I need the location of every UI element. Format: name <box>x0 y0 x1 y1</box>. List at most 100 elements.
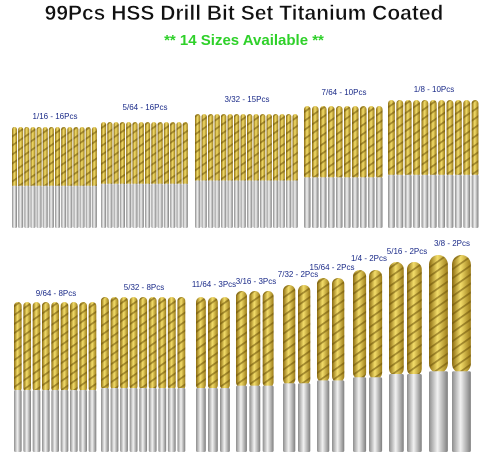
bit-flute-twist <box>214 114 220 183</box>
bit-flute-twist <box>396 100 404 177</box>
bit-flute-twist <box>208 297 218 390</box>
bit-shank <box>163 183 170 228</box>
bit-shank <box>148 388 157 452</box>
bit-flute-twist <box>148 297 157 390</box>
bit-flute-twist <box>320 106 327 180</box>
bit-shank <box>240 180 246 228</box>
bit-flute-twist <box>360 106 367 180</box>
bit-shank <box>42 390 50 452</box>
bit-shank <box>332 380 345 452</box>
bit-shank <box>388 174 395 228</box>
bit-shank <box>279 180 285 228</box>
bit-flute-twist <box>221 114 227 183</box>
bit-shank <box>132 183 138 228</box>
bit-shank <box>262 385 274 452</box>
bit-shank <box>60 390 69 452</box>
bit-flute-twist <box>61 127 67 188</box>
bit-flute-twist <box>196 297 206 390</box>
bit-shank <box>196 388 206 452</box>
bit-shank <box>79 185 85 228</box>
bit-flute-twist <box>336 106 343 180</box>
bit-shank <box>32 390 41 452</box>
bit-flute-twist <box>101 122 107 186</box>
bit-flute-twist <box>138 122 144 186</box>
size-label: 3/32 - 15Pcs <box>225 95 270 104</box>
bit-flute-twist <box>132 122 138 186</box>
bit-shank <box>221 180 227 228</box>
bit-shank <box>119 183 126 228</box>
bit-flute-twist <box>376 106 383 180</box>
size-label: 5/32 - 8Pcs <box>124 283 164 292</box>
bit-flute-twist <box>298 285 311 386</box>
bit-shank <box>139 388 148 452</box>
bit-flute-twist <box>352 106 359 180</box>
bit-shank <box>195 180 201 228</box>
bit-flute-twist <box>32 302 41 392</box>
bit-shank <box>42 185 48 228</box>
bit-flute-twist <box>407 262 422 376</box>
bit-flute-twist <box>42 302 50 392</box>
bit-flute-twist <box>126 122 132 186</box>
bit-flute-twist <box>129 297 138 390</box>
drill-bit-group <box>389 262 422 452</box>
bit-shank <box>145 183 151 228</box>
bit-flute-twist <box>177 297 186 390</box>
bit-shank <box>368 177 375 228</box>
bit-flute-twist <box>454 100 462 177</box>
bit-flute-twist <box>176 122 182 186</box>
bit-flute-twist <box>182 122 188 186</box>
bit-flute-twist <box>262 291 274 388</box>
bit-flute-twist <box>163 122 170 186</box>
bit-shank <box>452 371 471 452</box>
bit-shank <box>101 388 109 452</box>
bit-flute-twist <box>24 127 30 188</box>
bit-shank <box>389 374 404 452</box>
bit-shank <box>182 183 188 228</box>
bit-flute-twist <box>48 127 54 188</box>
bit-flute-twist <box>23 302 31 392</box>
bit-shank <box>283 383 296 452</box>
bit-flute-twist <box>12 127 18 188</box>
bit-shank <box>91 185 97 228</box>
bit-flute-twist <box>317 278 330 383</box>
bit-flute-twist <box>240 114 246 183</box>
bit-flute-twist <box>51 302 59 392</box>
bit-shank <box>36 185 42 228</box>
bit-flute-twist <box>452 255 471 374</box>
bit-shank <box>396 174 404 228</box>
bit-flute-twist <box>247 114 253 183</box>
bit-shank <box>138 183 144 228</box>
bit-flute-twist <box>253 114 259 183</box>
bit-shank <box>18 185 24 228</box>
bit-flute-twist <box>368 106 375 180</box>
bit-shank <box>48 185 54 228</box>
bit-shank <box>286 180 292 228</box>
bit-shank <box>107 183 113 228</box>
bit-flute-twist <box>438 100 446 177</box>
bit-flute-twist <box>208 114 214 183</box>
drill-bit-group <box>195 114 298 228</box>
bit-flute-twist <box>120 297 128 390</box>
bit-flute-twist <box>328 106 335 180</box>
size-label: 5/64 - 16Pcs <box>123 103 168 112</box>
bit-flute-twist <box>236 291 247 388</box>
bit-shank <box>320 177 327 228</box>
bit-shank <box>404 174 412 228</box>
bit-flute-twist <box>60 302 69 392</box>
bit-flute-twist <box>79 127 85 188</box>
bit-shank <box>208 388 218 452</box>
bit-shank <box>376 177 383 228</box>
bit-flute-twist <box>227 114 233 183</box>
bit-shank <box>88 390 97 452</box>
bit-flute-twist <box>119 122 126 186</box>
bit-flute-twist <box>110 297 119 390</box>
bit-shank <box>14 390 22 452</box>
bit-shank <box>429 174 437 228</box>
bit-flute-twist <box>292 114 298 183</box>
bit-shank <box>236 385 247 452</box>
bit-shank <box>120 388 128 452</box>
bit-shank <box>170 183 176 228</box>
subtitle: ** 14 Sizes Available ** <box>164 32 324 49</box>
bit-shank <box>429 371 448 452</box>
